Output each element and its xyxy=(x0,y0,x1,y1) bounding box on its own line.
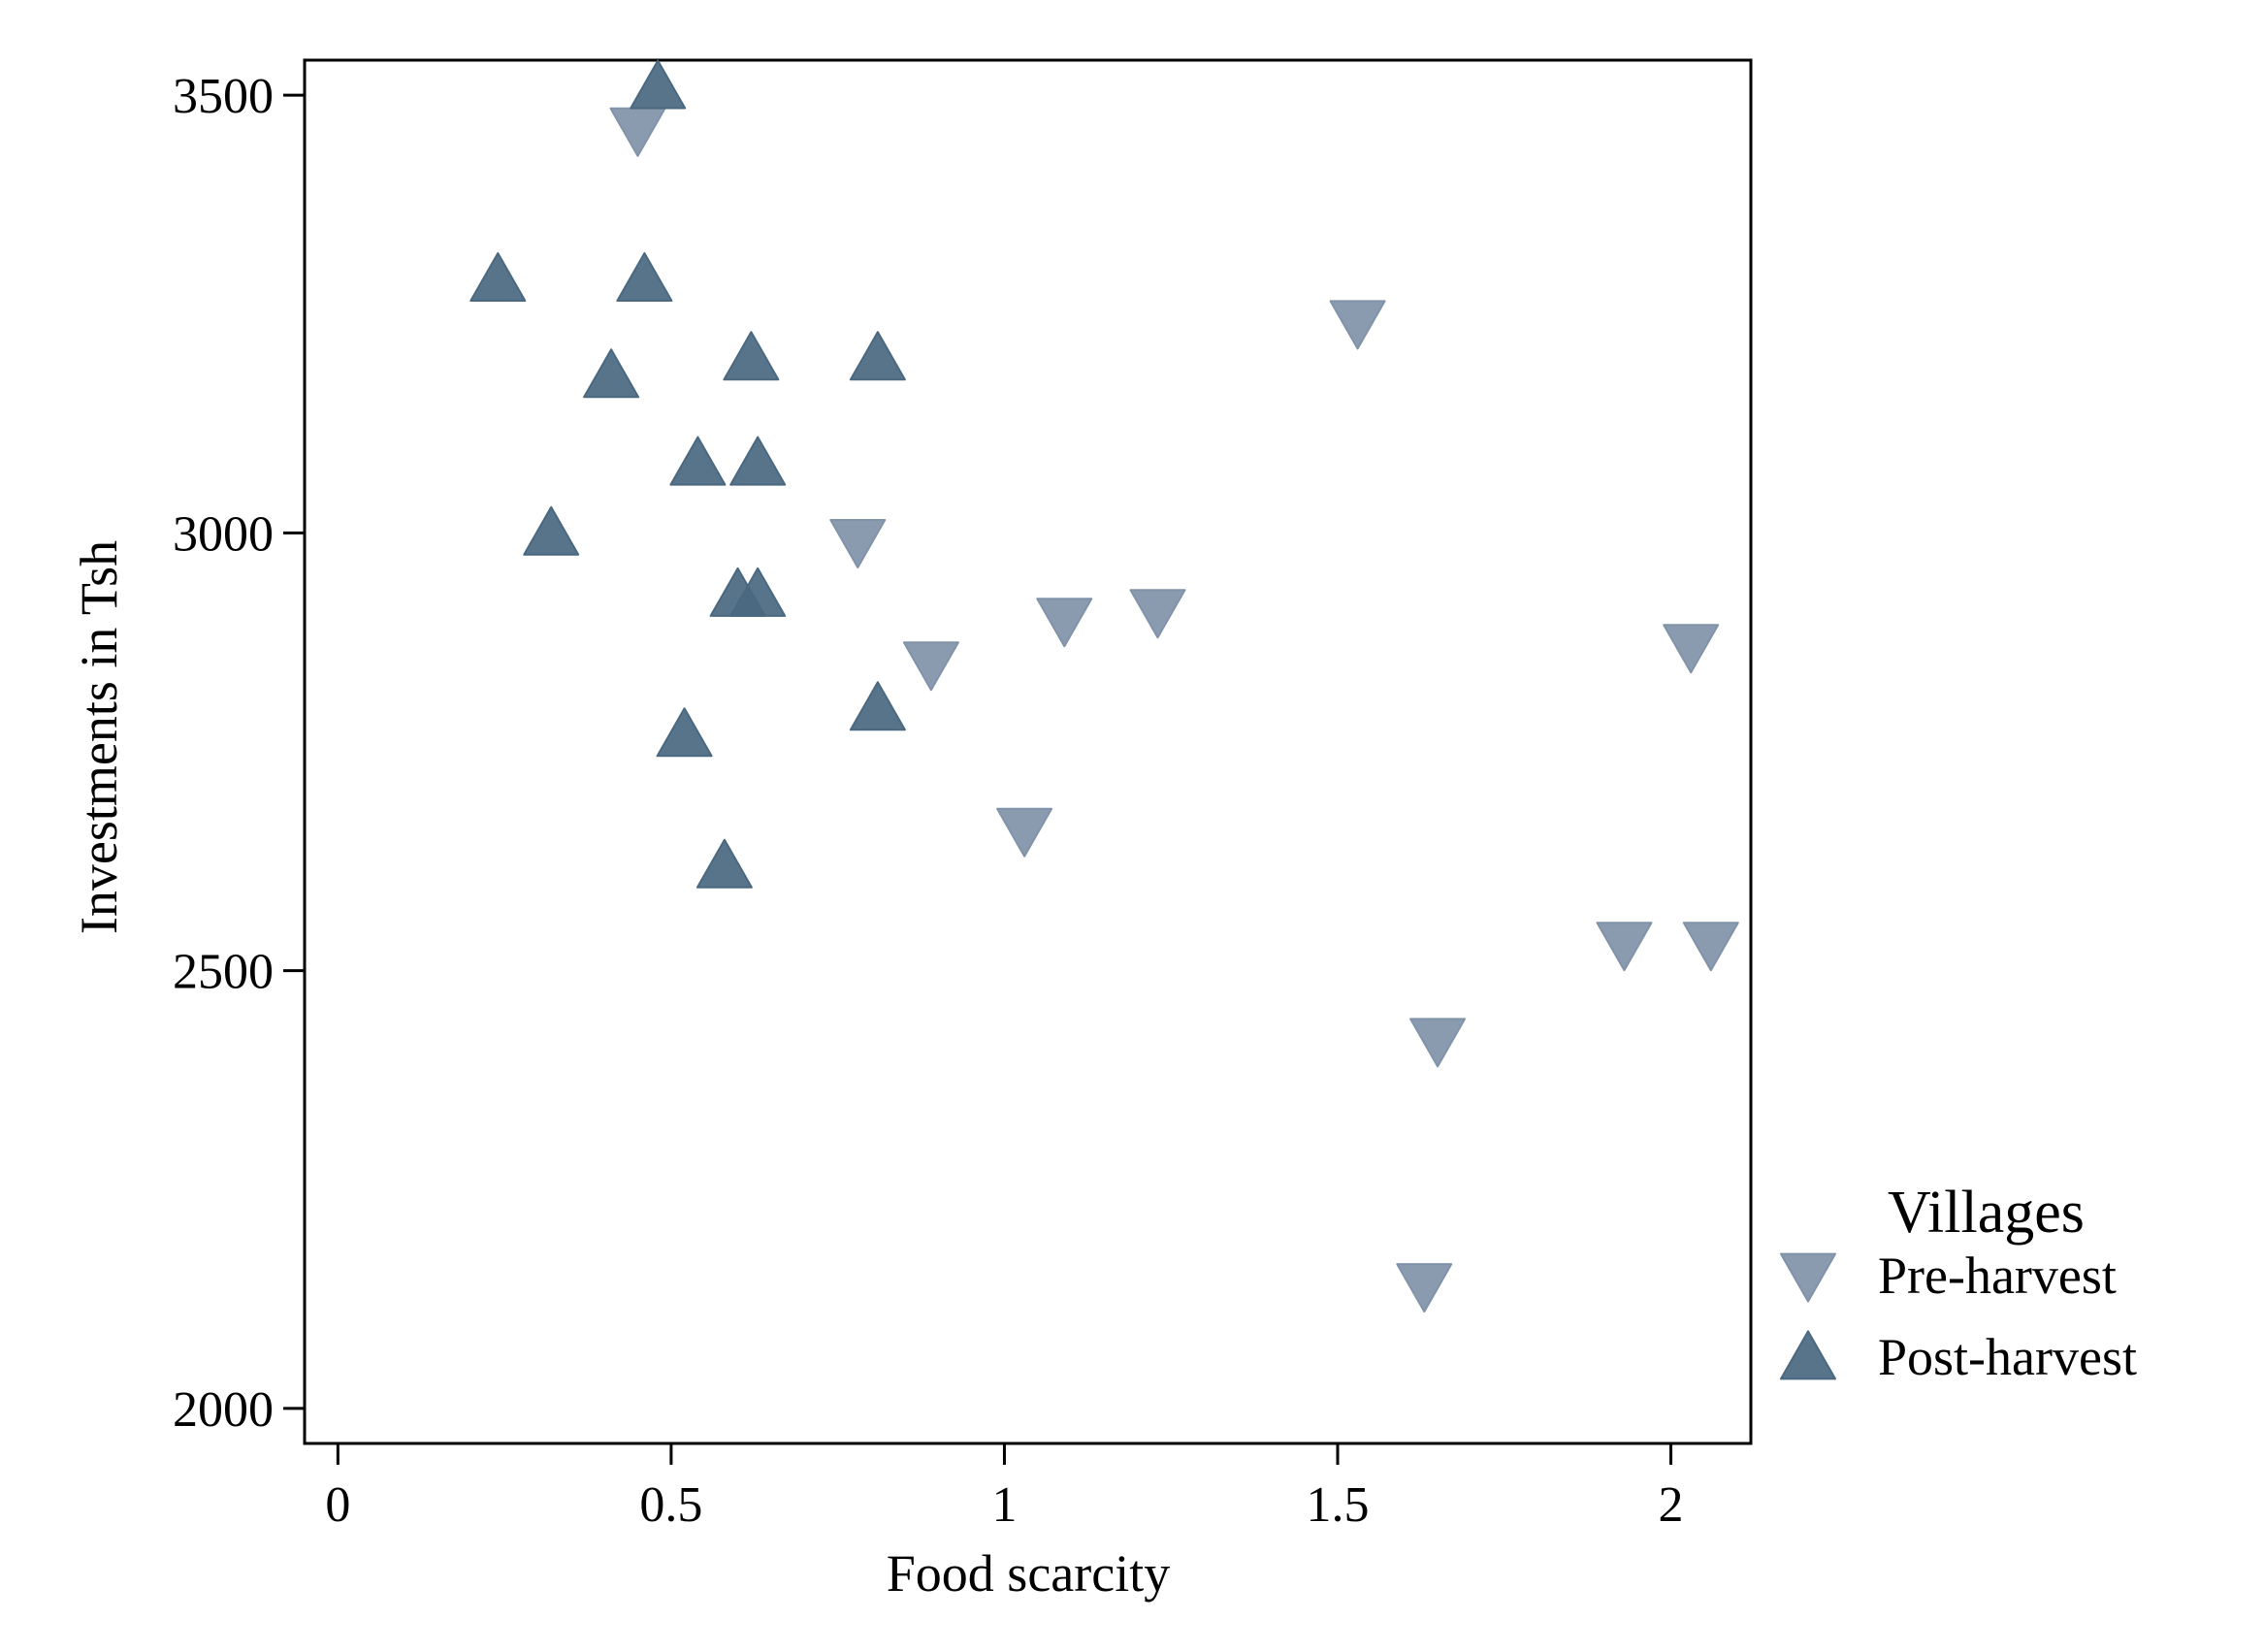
legend-label-pre-harvest: Pre-harvest xyxy=(1878,1247,2117,1305)
data-point-post-harvest xyxy=(849,331,906,381)
y-tick-label: 3000 xyxy=(173,506,274,562)
legend-marker-post-harvest xyxy=(1780,1330,1836,1380)
data-point-pre-harvest xyxy=(996,807,1053,858)
data-point-post-harvest xyxy=(729,436,787,486)
legend-marker-pre-harvest xyxy=(1780,1252,1836,1303)
data-point-post-harvest xyxy=(729,567,787,617)
data-point-pre-harvest xyxy=(1682,922,1739,972)
data-points xyxy=(469,59,1739,1313)
data-point-post-harvest xyxy=(630,59,687,110)
data-point-post-harvest xyxy=(723,331,780,381)
y-tick-label: 2500 xyxy=(173,945,274,1000)
data-point-pre-harvest xyxy=(902,641,959,692)
legend-label-post-harvest: Post-harvest xyxy=(1878,1328,2137,1386)
x-tick-label: 0.5 xyxy=(639,1477,702,1533)
y-tick-label: 2000 xyxy=(173,1382,274,1438)
y-axis-title: Investments in Tsh xyxy=(70,540,128,934)
legend-title: Villages xyxy=(1888,1180,2085,1246)
legend-items: Pre-harvest Post-harvest xyxy=(1780,1247,2137,1386)
data-point-post-harvest xyxy=(669,436,727,486)
data-point-post-harvest xyxy=(695,838,753,889)
data-point-post-harvest xyxy=(656,707,713,758)
y-tick-label: 3500 xyxy=(173,69,274,124)
x-axis: 0 0.5 1 1.5 2 xyxy=(325,1443,1684,1533)
data-point-pre-harvest xyxy=(1396,1263,1453,1313)
x-tick-label: 1.5 xyxy=(1307,1477,1370,1533)
data-point-pre-harvest xyxy=(1409,1018,1467,1068)
data-point-pre-harvest xyxy=(1329,300,1386,350)
data-point-pre-harvest xyxy=(1596,922,1653,972)
x-tick-label: 0 xyxy=(325,1477,350,1533)
legend: Villages Pre-harvest Post-harvest xyxy=(1780,1180,2137,1386)
data-point-post-harvest xyxy=(616,252,673,302)
data-point-pre-harvest xyxy=(1129,589,1186,639)
data-point-pre-harvest xyxy=(1036,598,1093,648)
x-tick-label: 2 xyxy=(1659,1477,1684,1533)
y-axis: 2000 2500 3000 3500 xyxy=(173,69,305,1438)
data-point-pre-harvest xyxy=(829,519,887,568)
data-point-post-harvest xyxy=(583,348,640,399)
data-point-pre-harvest xyxy=(1663,624,1720,674)
x-axis-title: Food scarcity xyxy=(887,1544,1170,1603)
data-point-post-harvest xyxy=(849,681,906,731)
data-point-post-harvest xyxy=(469,252,527,302)
data-point-post-harvest xyxy=(523,505,580,556)
x-tick-label: 1 xyxy=(991,1477,1017,1533)
plot-area xyxy=(303,58,1753,1445)
